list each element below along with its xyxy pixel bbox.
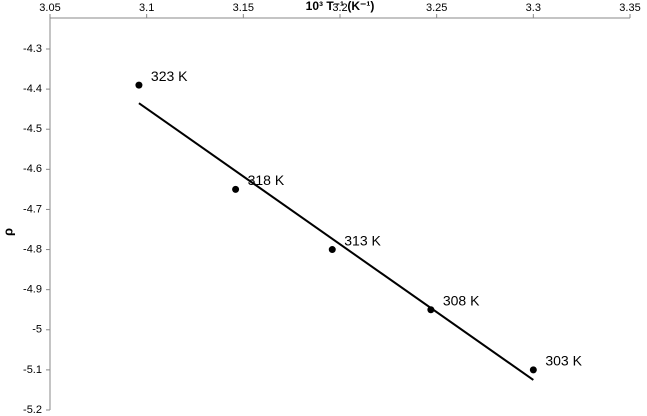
point — [427, 306, 435, 314]
y-tick-label: -4.8 — [23, 243, 42, 255]
x-tick-label: 3.3 — [526, 2, 541, 14]
y-tick-label: -5 — [32, 324, 42, 336]
x-axis-title: 10³ T⁻¹ (K⁻¹) — [306, 0, 375, 13]
y-tick-label: -5.1 — [23, 364, 42, 376]
point — [529, 366, 537, 374]
x-tick-label: 3.05 — [39, 2, 60, 14]
y-axis-title: ρ — [0, 228, 15, 236]
x-tick-label: 3.15 — [233, 2, 254, 14]
y-tick-label: -4.3 — [23, 43, 42, 55]
point-label: 303 K — [545, 353, 582, 369]
x-tick-label: 3.25 — [426, 2, 447, 14]
point — [232, 185, 240, 193]
point-label: 323 K — [151, 68, 188, 84]
y-tick-label: -4.4 — [23, 83, 42, 95]
point-label: 313 K — [344, 232, 381, 248]
x-tick-label: 3.35 — [619, 2, 640, 14]
y-tick-label: -5.2 — [23, 404, 42, 416]
x-tick-label: 3.2 — [332, 2, 347, 14]
point-label: 308 K — [443, 292, 480, 308]
trendline — [138, 102, 534, 381]
point — [328, 246, 336, 254]
y-tick-label: -4.6 — [23, 163, 42, 175]
point — [135, 81, 143, 89]
point-label: 318 K — [248, 172, 285, 188]
y-tick-label: -4.9 — [23, 284, 42, 296]
y-tick-label: -4.7 — [23, 203, 42, 215]
y-tick-label: -4.5 — [23, 123, 42, 135]
x-tick-label: 3.1 — [139, 2, 154, 14]
